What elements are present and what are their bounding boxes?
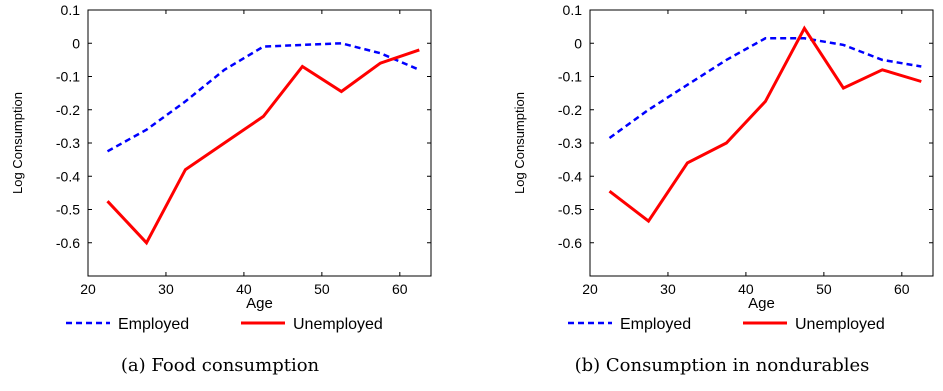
legend-label-unemployed: Unemployed xyxy=(293,316,383,333)
chart-panel-food: 0.1 0 -0.1 -0.2 -0.3 -0.4 -0.5 -0.6 20 30 40 50 60 Ag… xyxy=(0,0,440,391)
legend-label-employed: Employed xyxy=(620,316,691,333)
y-tick-label: -0.4 xyxy=(56,168,80,184)
x-tick-label: 20 xyxy=(80,281,96,297)
x-axis-label: Age xyxy=(748,295,775,312)
y-tick-label: -0.4 xyxy=(558,168,582,184)
x-tick-label: 30 xyxy=(158,281,174,297)
y-tick-label: -0.5 xyxy=(558,202,582,218)
x-tick-label: 20 xyxy=(582,281,598,297)
x-tick-label: 60 xyxy=(894,281,910,297)
y-tick-label: 0.1 xyxy=(563,2,583,18)
y-tick-label: -0.1 xyxy=(558,69,582,85)
y-tick-label: -0.1 xyxy=(56,69,80,85)
x-axis-label: Age xyxy=(246,295,273,312)
series-line-unemployed xyxy=(608,25,922,224)
y-tick-label: 0 xyxy=(72,35,80,51)
x-tick-label: 60 xyxy=(392,281,408,297)
caption-food: (a) Food consumption xyxy=(120,355,320,376)
y-tick-label: -0.2 xyxy=(56,102,80,118)
series-line-unemployed xyxy=(106,48,420,246)
chart-food-consumption: 0.1 0 -0.1 -0.2 -0.3 -0.4 -0.5 -0.6 20 30 40 50 60 Ag… xyxy=(10,2,432,333)
x-tick-label: 40 xyxy=(236,281,252,297)
y-tick-label: -0.5 xyxy=(56,202,80,218)
x-tick-label: 50 xyxy=(314,281,330,297)
chart-nondurables-consumption: 0.1 0 -0.1 -0.2 -0.3 -0.4 -0.5 -0.6 20 30 40 50 60 Ag… xyxy=(512,2,934,333)
x-tick-label: 40 xyxy=(738,281,754,297)
y-tick-label: -0.6 xyxy=(558,235,582,251)
series-line-employed xyxy=(106,42,420,153)
y-tick-label: -0.3 xyxy=(56,135,80,151)
y-axis-label: Log Consumption xyxy=(10,92,25,194)
series-line-employed xyxy=(608,37,922,140)
y-axis-label: Log Consumption xyxy=(512,92,527,194)
y-tick-label: 0.1 xyxy=(61,2,81,18)
y-tick-label: -0.2 xyxy=(558,102,582,118)
legend-label-employed: Employed xyxy=(118,316,189,333)
x-tick-label: 30 xyxy=(660,281,676,297)
y-tick-label: 0 xyxy=(574,35,582,51)
y-tick-label: -0.3 xyxy=(558,135,582,151)
y-tick-label: -0.6 xyxy=(56,235,80,251)
x-tick-label: 50 xyxy=(816,281,832,297)
caption-nondurables: (b) Consumption in nondurables xyxy=(574,355,870,376)
plot-frame xyxy=(589,9,934,277)
chart-panel-nondurables: 0.1 0 -0.1 -0.2 -0.3 -0.4 -0.5 -0.6 20 30 40 50 60 Ag… xyxy=(502,0,942,391)
legend-label-unemployed: Unemployed xyxy=(795,316,885,333)
